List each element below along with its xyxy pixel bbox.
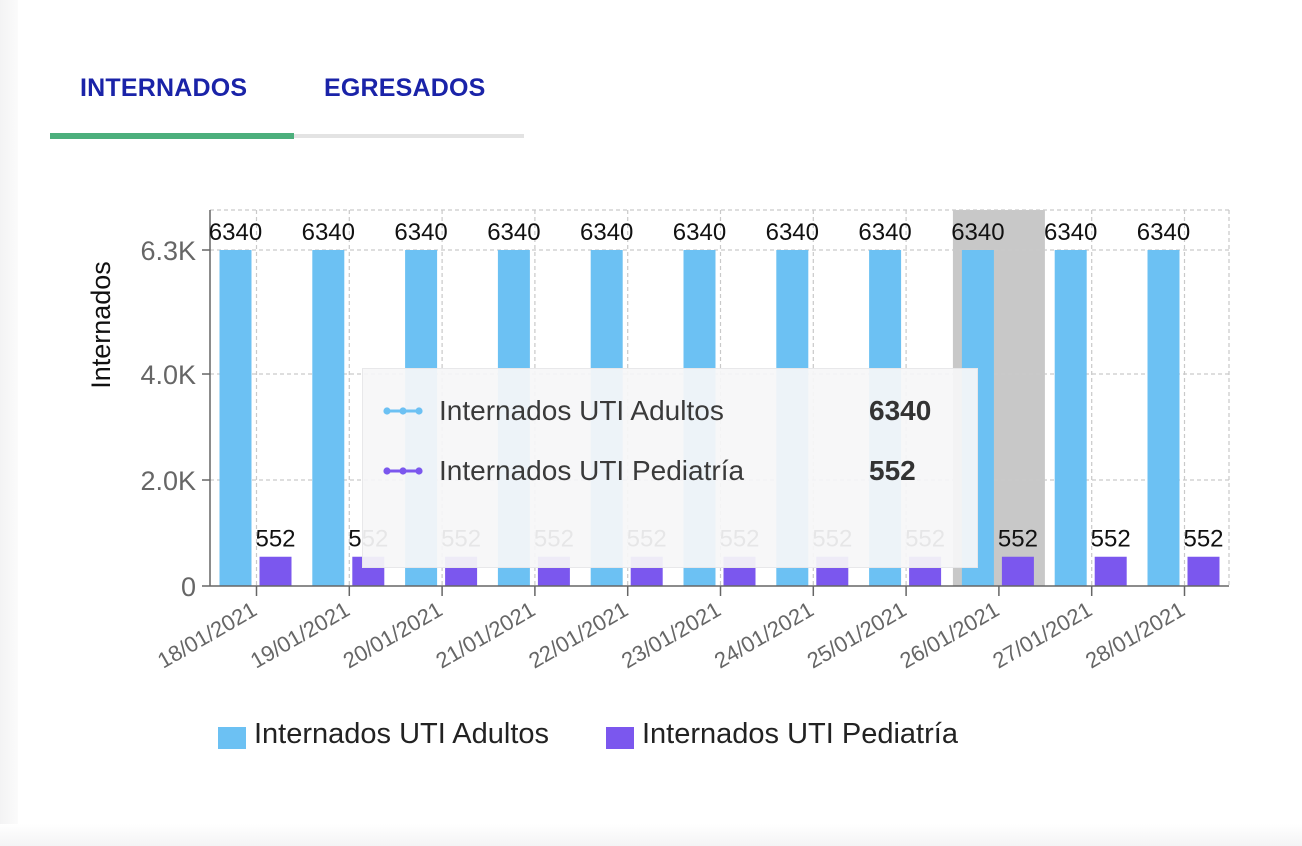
x-tick-label-10: 28/01/2021 <box>1081 597 1189 674</box>
bar-pediatria-8 <box>1001 556 1034 586</box>
x-tick-label-8: 26/01/2021 <box>896 597 1004 674</box>
data-label-pediatria-8: 552 <box>998 526 1038 553</box>
x-tick-label-5: 23/01/2021 <box>617 597 725 674</box>
x-tick-label-1: 19/01/2021 <box>246 597 354 674</box>
tab-egresados[interactable]: EGRESADOS <box>324 74 486 102</box>
tooltip-label-adultos: Internados UTI Adultos <box>439 395 724 426</box>
data-label-adultos-4: 6340 <box>580 219 633 246</box>
x-tick-label-0: 18/01/2021 <box>153 597 261 674</box>
data-label-adultos-8: 6340 <box>951 219 1004 246</box>
legend-label-adultos: Internados UTI Adultos <box>254 718 549 750</box>
data-label-adultos-5: 6340 <box>673 219 726 246</box>
x-tick-label-7: 25/01/2021 <box>803 597 911 674</box>
bar-pediatria-10 <box>1187 556 1220 586</box>
tooltip-marker-pediatria <box>383 467 423 475</box>
legend-swatch-pediatria <box>606 727 634 749</box>
y-tick-label-2: 4.0K <box>140 360 196 390</box>
tooltip-value-adultos: 6340 <box>869 395 932 426</box>
data-label-adultos-1: 6340 <box>302 219 355 246</box>
bar-pediatria-0 <box>259 556 292 586</box>
x-tick-label-4: 22/01/2021 <box>524 597 632 674</box>
bar-adultos-9 <box>1054 250 1087 586</box>
x-tick-label-9: 27/01/2021 <box>988 597 1096 674</box>
x-tick-label-3: 21/01/2021 <box>432 597 540 674</box>
active-tab-indicator <box>50 133 294 139</box>
legend-swatch-adultos <box>218 727 246 749</box>
x-tick-label-2: 20/01/2021 <box>339 597 447 674</box>
data-label-adultos-6: 6340 <box>766 219 819 246</box>
data-label-adultos-7: 6340 <box>858 219 911 246</box>
bar-pediatria-9 <box>1094 556 1127 586</box>
data-label-pediatria-9: 552 <box>1091 526 1131 553</box>
chart-tooltip: Internados UTI Adultos 6340 Internados U… <box>362 368 978 568</box>
y-tick-label-3: 6.3K <box>140 236 196 266</box>
data-label-adultos-10: 6340 <box>1137 219 1190 246</box>
data-label-adultos-0: 6340 <box>209 219 262 246</box>
tooltip-marker-adultos <box>383 407 423 415</box>
y-tick-label-0: 0 <box>181 572 196 602</box>
tab-internados[interactable]: INTERNADOS <box>80 74 248 102</box>
y-axis-title: Internados <box>86 261 116 389</box>
data-label-adultos-3: 6340 <box>487 219 540 246</box>
tooltip-row-pediatria: Internados UTI Pediatría 552 <box>363 451 977 491</box>
data-label-adultos-2: 6340 <box>394 219 447 246</box>
data-label-pediatria-0: 552 <box>255 526 295 553</box>
y-tick-label-1: 2.0K <box>140 466 196 496</box>
left-edge-shadow <box>0 0 18 846</box>
chart-legend: Internados UTI Adultos Internados UTI Pe… <box>218 716 1118 756</box>
bar-adultos-0 <box>219 250 252 586</box>
bar-adultos-10 <box>1147 250 1180 586</box>
bar-adultos-1 <box>312 250 345 586</box>
tooltip-value-pediatria: 552 <box>869 455 916 486</box>
data-label-pediatria-10: 552 <box>1183 526 1223 553</box>
x-tick-label-6: 24/01/2021 <box>710 597 818 674</box>
tab-bar: INTERNADOS EGRESADOS <box>50 60 524 140</box>
legend-label-pediatria: Internados UTI Pediatría <box>642 718 958 750</box>
bottom-edge-shadow <box>0 824 1302 846</box>
tooltip-row-adultos: Internados UTI Adultos 6340 <box>363 391 977 431</box>
data-label-adultos-9: 6340 <box>1044 219 1097 246</box>
tooltip-label-pediatria: Internados UTI Pediatría <box>439 455 745 486</box>
